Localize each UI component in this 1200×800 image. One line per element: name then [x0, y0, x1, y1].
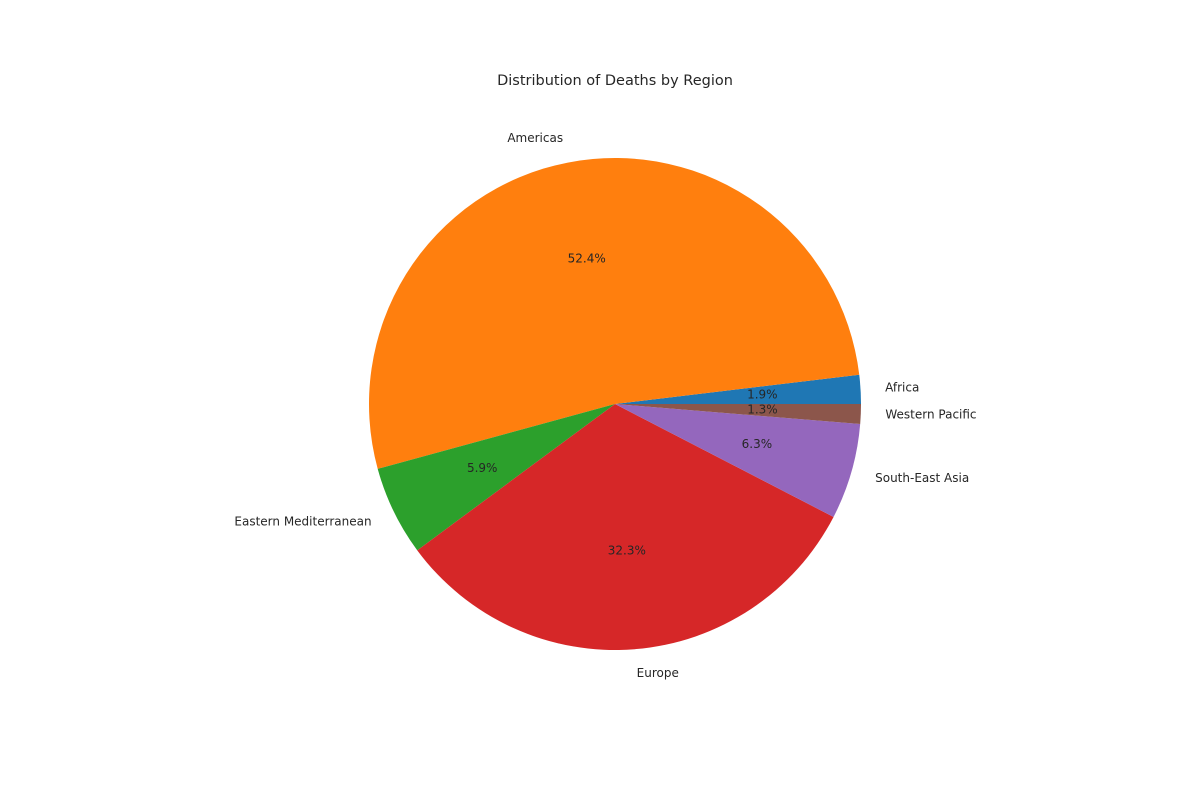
slice-label-eastern-mediterranean: Eastern Mediterranean	[234, 515, 371, 529]
pie-slice-africa	[615, 374, 861, 404]
pie-slice-europe	[417, 404, 834, 650]
pct-label-americas: 52.4%	[568, 252, 606, 266]
pct-label-europe: 32.3%	[608, 544, 646, 558]
pct-label-south-east-asia: 6.3%	[742, 437, 773, 451]
pct-label-africa: 1.9%	[747, 388, 778, 402]
pie-slice-south-east-asia	[615, 404, 861, 517]
slice-label-western-pacific: Western Pacific	[885, 408, 976, 422]
pie-slices	[369, 158, 861, 650]
pie-slice-western-pacific	[615, 404, 861, 425]
pct-label-eastern-mediterranean: 5.9%	[467, 461, 498, 475]
pie-slice-americas	[369, 158, 860, 469]
chart-title: Distribution of Deaths by Region	[497, 73, 733, 89]
pie-labels: Africa 1.9% Americas 52.4% Eastern Mediterra…	[234, 131, 976, 680]
slice-label-americas: Americas	[507, 131, 563, 145]
slice-label-south-east-asia: South-East Asia	[875, 471, 969, 485]
pct-label-western-pacific: 1.3%	[747, 403, 778, 417]
slice-label-africa: Africa	[885, 380, 919, 394]
slice-label-europe: Europe	[637, 666, 679, 680]
pie-slice-eastern-mediterranean	[377, 404, 615, 551]
